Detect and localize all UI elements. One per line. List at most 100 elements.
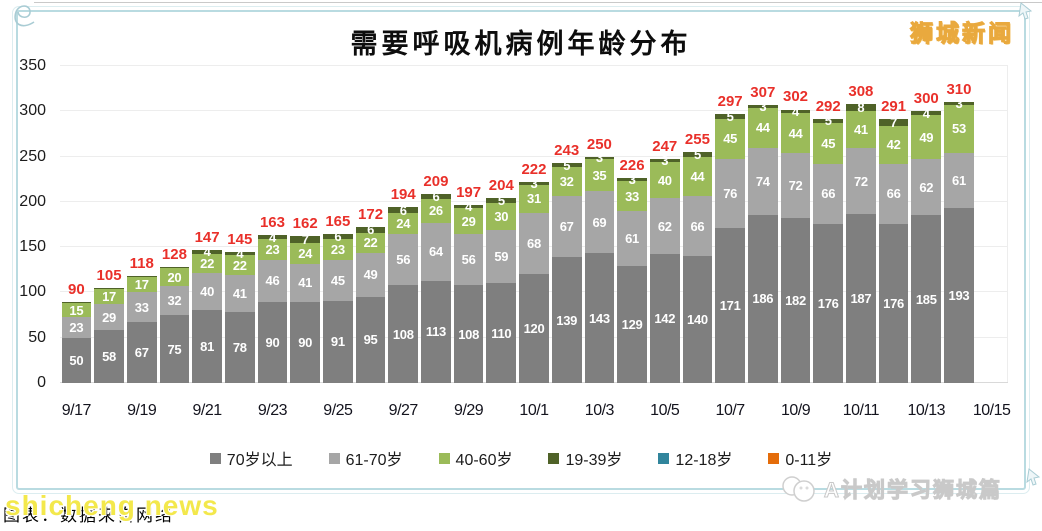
bar-segment: 58 [94,330,124,383]
bar-segment: 5 [486,194,517,207]
bar-column: 90 46 23 4 163 [257,214,288,383]
bar-value-label: 58 [102,349,116,365]
x-tick-label: 10/15 [972,402,1011,419]
bar-value-label: 81 [200,338,215,354]
bar-segment: 4 [192,245,222,258]
bar-segment: 45 [813,123,844,164]
bar-value-label: 6 [334,228,342,244]
bar-column: 91 45 23 6 165 [323,213,353,383]
bar-value-label: 3 [955,96,963,112]
bar-segment: 90 [290,301,320,383]
bar-value-label: 72 [788,178,803,194]
bar-segment: 56 [388,234,419,286]
bar-segment: 66 [878,163,909,224]
bar-value-label: 32 [559,174,574,190]
bar-value-label: 129 [621,317,643,333]
bar-total-label: 255 [684,131,710,149]
x-tick-label: 10/9 [780,402,811,419]
bar-value-label: 3 [661,153,669,169]
bar-total-label: 145 [227,230,253,248]
bar-value-label: 31 [527,191,541,207]
bar-value-label: 17 [102,289,116,304]
bar-total-label: 209 [423,172,449,190]
bar-total-label: 302 [783,88,809,106]
bar-value-label: 185 [915,291,937,307]
bar-column: 50 23 15 90 [61,281,92,383]
bar-column: 176 66 42 7 291 [878,98,909,383]
bar-segment: 74 [747,147,778,215]
bar-segment: 72 [780,152,811,219]
chart-title: 需要呼吸机病例年龄分布 [350,29,692,59]
bar-segment: 23 [257,239,288,260]
x-tick-label: 9/25 [323,402,353,419]
bar-value-label: 140 [687,312,708,328]
credit-label: A计划学习狮城篇 [823,479,1002,503]
bar-segment: 45 [715,118,745,160]
bar-total-label: 308 [848,83,874,101]
bar-value-label: 22 [363,235,378,251]
bar-value-label: 139 [556,312,578,328]
bar-value-label: 4 [922,105,930,121]
bar-segment: 67 [126,322,157,383]
x-tick-label: 9/29 [454,402,484,419]
legend-label: 0-11岁 [785,452,833,469]
bar-value-label: 3 [530,175,538,191]
bar-value-label: 6 [432,188,440,204]
legend-label: 61-70岁 [345,452,403,469]
bar-value-label: 46 [265,273,280,289]
bar-segment: 23 [61,316,92,338]
bar-value-label: 66 [821,186,836,202]
bar-value-label: 62 [919,179,934,195]
bar-segment: 176 [813,223,844,383]
bar-value-label: 108 [392,326,414,342]
legend-item: 40-60岁 [438,446,512,470]
bar-segment: 66 [813,163,844,224]
bar-value-label: 5 [497,193,505,209]
bar-segment: 78 [224,312,255,383]
gridline [60,110,1008,112]
x-tick-label: 9/17 [61,402,92,419]
bar-segment: 46 [257,259,288,302]
bar-value-label: 50 [69,352,84,368]
bar-value-label: 75 [167,341,182,357]
legend-item: 12-18岁 [658,446,732,470]
bar-value-label: 8 [857,100,865,116]
bar-segment: 33 [126,292,157,323]
bar-segment: 4 [224,247,255,260]
bar-total-label: 172 [358,206,384,224]
y-tick-label: 250 [19,147,46,165]
bar-segment: 6 [388,204,419,217]
bar-value-label: 193 [948,288,970,304]
bar-segment: 41 [290,264,320,302]
bar-value-label: 24 [298,246,313,261]
bar-value-label: 17 [134,277,149,293]
decorative-frame [16,10,1026,490]
bar-value-label: 72 [853,173,868,189]
bar-segment: 4 [911,107,942,120]
bar-segment: 171 [715,228,745,383]
bar-value-label: 67 [134,345,149,361]
bar-total-label: 310 [946,81,972,99]
bar-value-label: 4 [269,229,276,245]
bar-column: 129 61 33 3 226 [617,157,647,383]
bar-total-label: 90 [68,280,85,298]
bar-segment: 4 [453,200,484,213]
bar-segment: 42 [878,125,909,164]
bar-segment: 49 [355,252,386,297]
bar-segment: 20 [159,268,190,287]
bar-value-label: 62 [657,218,672,234]
bar-column: 108 56 24 6 194 [388,186,419,383]
bar-segment: 129 [617,266,647,383]
bar-segment: 4 [780,105,811,118]
bar-value-label: 40 [200,284,215,300]
bar-value-label: 22 [232,257,247,273]
bar-value-label: 4 [792,103,799,119]
bar-segment: 5 [682,148,713,161]
bar-value-label: 45 [821,135,836,151]
bar-segment: 26 [421,199,451,223]
bar-value-label: 78 [232,340,247,356]
bar-column: 187 72 41 8 308 [846,83,876,383]
legend: 70岁以上 61-70岁 40-60岁 19-39岁 12-18岁 0-11岁 [0,446,1042,470]
bar-value-label: 67 [559,219,574,235]
bar-segment: 33 [617,181,647,211]
